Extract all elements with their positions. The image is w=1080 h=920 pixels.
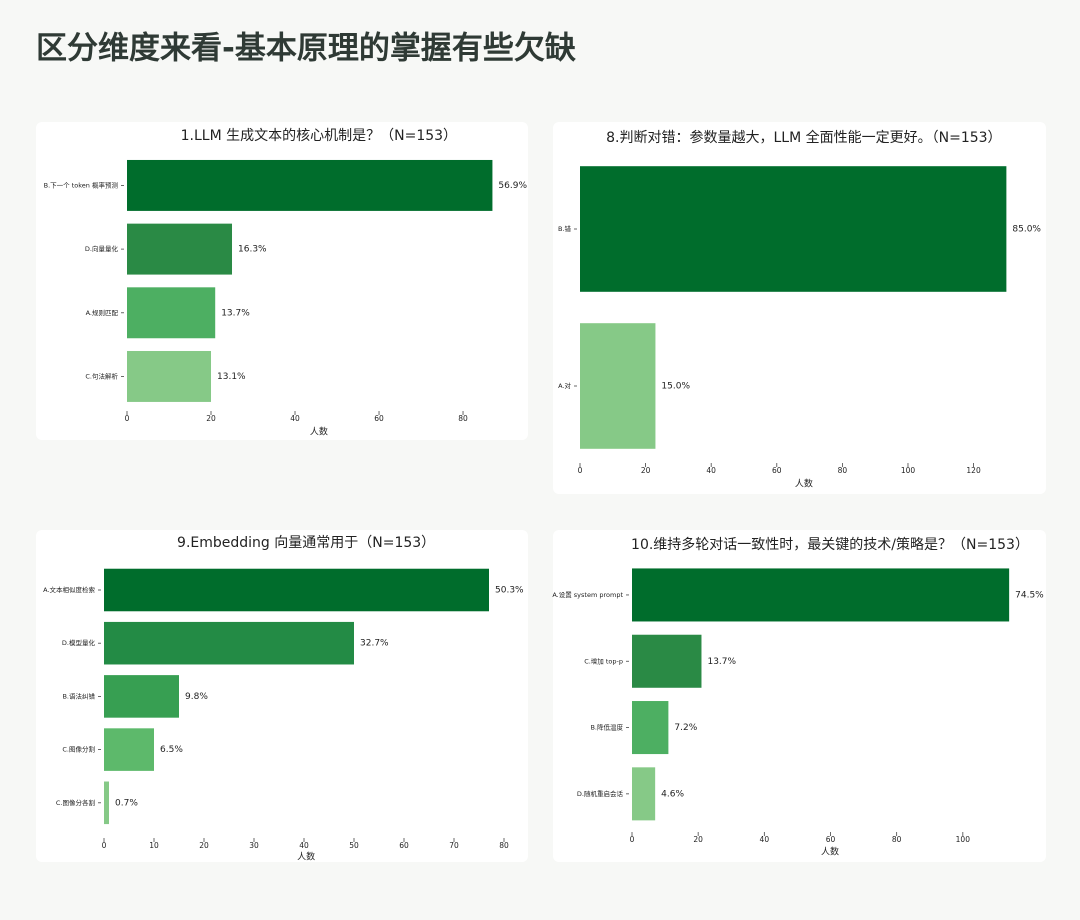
x-tick-label: 20: [641, 466, 651, 475]
value-label: 13.7%: [707, 657, 736, 667]
value-label: 32.7%: [360, 639, 389, 649]
bar: [580, 166, 1007, 292]
y-tick-label: D.模型量化: [62, 638, 96, 647]
x-tick-label: 10: [149, 841, 159, 850]
y-tick-label: D.向量量化: [85, 244, 119, 253]
y-tick-label: B.下一个 token 概率预测: [44, 180, 119, 189]
bar: [632, 767, 656, 821]
x-tick-label: 60: [772, 466, 782, 475]
x-tick-label: 40: [290, 414, 300, 423]
value-label: 7.2%: [674, 723, 697, 733]
value-label: 56.9%: [498, 181, 527, 191]
x-tick-label: 30: [249, 841, 259, 850]
x-axis-label: 人数: [795, 478, 813, 490]
value-label: 9.8%: [185, 692, 208, 702]
value-label: 0.7%: [115, 798, 138, 808]
x-axis-label: 人数: [821, 846, 839, 858]
y-tick-label: C.增加 top-p: [584, 656, 623, 665]
value-label: 6.5%: [160, 745, 183, 755]
y-tick-label: A.设置 system prompt: [552, 590, 623, 599]
slide-title: 区分维度来看-基本原理的掌握有些欠缺: [36, 31, 576, 67]
value-label: 16.3%: [238, 245, 267, 255]
y-tick-label: C.图像分割: [62, 745, 95, 754]
y-tick-label: C.图像分各割: [56, 798, 96, 807]
y-tick-label: B.错: [558, 224, 572, 233]
x-tick-label: 0: [102, 841, 107, 850]
y-tick-label: A.规则匹配: [86, 308, 119, 317]
bar: [104, 675, 179, 718]
value-label: 85.0%: [1012, 225, 1041, 235]
x-tick-label: 120: [966, 466, 981, 475]
chart-title: 1.LLM 生成文本的核心机制是？（N=153）: [181, 128, 457, 144]
bar: [632, 701, 669, 755]
chart-title: 10.维持多轮对话一致性时，最关键的技术/策略是？（N=153）: [631, 536, 1029, 553]
x-tick-label: 40: [760, 835, 770, 844]
value-label: 4.6%: [661, 789, 684, 799]
bar: [580, 323, 656, 449]
y-tick-label: D.随机重启会话: [577, 789, 624, 798]
value-label: 13.7%: [221, 308, 250, 318]
x-tick-label: 20: [206, 414, 216, 423]
x-axis-label: 人数: [310, 426, 328, 438]
bar: [104, 621, 354, 665]
x-tick-label: 0: [630, 835, 635, 844]
bar: [104, 781, 109, 825]
x-tick-label: 40: [299, 841, 309, 850]
x-tick-label: 80: [838, 466, 848, 475]
bar: [632, 634, 702, 688]
x-tick-label: 70: [449, 841, 459, 850]
y-tick-label: B.降低温度: [590, 723, 623, 732]
y-tick-label: A.文本相似度检索: [43, 585, 95, 594]
x-tick-label: 60: [826, 835, 836, 844]
x-tick-label: 0: [125, 414, 130, 423]
bar: [127, 223, 233, 275]
chart-panel: [36, 530, 528, 862]
value-label: 74.5%: [1015, 590, 1044, 600]
x-tick-label: 50: [349, 841, 359, 850]
x-tick-label: 0: [578, 466, 583, 475]
x-tick-label: 40: [706, 466, 716, 475]
x-tick-label: 80: [892, 835, 902, 844]
value-label: 15.0%: [661, 382, 690, 392]
chart-title: 8.判断对错：参数量越大，LLM 全面性能一定更好。（N=153）: [606, 129, 1001, 146]
value-label: 50.3%: [495, 586, 524, 596]
x-axis-label: 人数: [297, 851, 315, 863]
x-tick-label: 100: [956, 835, 971, 844]
x-tick-label: 80: [499, 841, 509, 850]
x-tick-label: 80: [458, 414, 468, 423]
x-tick-label: 60: [374, 414, 384, 423]
y-tick-label: C.句法解析: [85, 371, 118, 380]
value-label: 13.1%: [217, 372, 246, 382]
bar: [127, 287, 216, 339]
bar: [127, 350, 212, 402]
chart-title: 9.Embedding 向量通常用于（N=153）: [177, 535, 435, 551]
y-tick-label: B.语法纠错: [62, 691, 95, 700]
bar: [127, 159, 493, 211]
y-tick-label: A.对: [558, 381, 571, 390]
x-tick-label: 60: [399, 841, 409, 850]
x-tick-label: 20: [199, 841, 209, 850]
bar: [104, 728, 154, 771]
bar: [632, 568, 1010, 622]
x-tick-label: 100: [901, 466, 916, 475]
x-tick-label: 20: [693, 835, 703, 844]
bar: [104, 568, 489, 612]
